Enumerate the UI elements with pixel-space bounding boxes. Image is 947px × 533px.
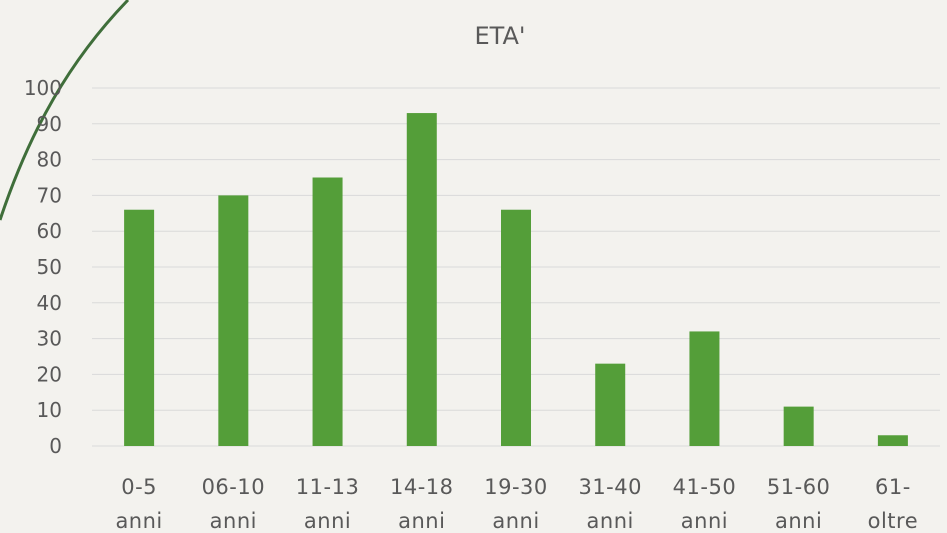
bar xyxy=(783,406,814,446)
bar xyxy=(501,209,531,446)
x-tick-label-line1: 11-13 xyxy=(296,475,360,499)
bar xyxy=(312,177,343,446)
x-tick-label-line1: 0-5 xyxy=(121,475,157,499)
x-tick-label-line1: 31-40 xyxy=(578,475,642,499)
x-tick-label: 51-60 anni xyxy=(767,475,831,533)
y-tick-label: 20 xyxy=(37,362,62,386)
x-tick-label: 31-40 anni xyxy=(578,475,642,533)
y-tick-label: 100 xyxy=(24,76,62,100)
x-tick-label-line1: 19-30 xyxy=(484,475,548,499)
x-tick-label-line2: anni xyxy=(304,509,351,533)
y-tick-label: 0 xyxy=(49,434,62,458)
y-tick-label: 90 xyxy=(37,112,62,136)
y-tick-label: 60 xyxy=(37,219,62,243)
x-tick-label-line2: anni xyxy=(398,509,445,533)
y-tick-label: 40 xyxy=(37,291,62,315)
x-tick-label: 41-50 anni xyxy=(673,475,737,533)
x-axis-labels: 0-5 anni 06-10 anni 11-13 anni 14-18 anni 19-30 a… xyxy=(115,475,919,533)
x-tick-label-line2: anni xyxy=(681,509,728,533)
bar xyxy=(124,209,155,446)
bar xyxy=(406,113,437,446)
x-tick-label-line1: 51-60 xyxy=(767,475,831,499)
x-tick-label-line2: anni xyxy=(210,509,257,533)
x-tick-label-line1: 41-50 xyxy=(673,475,737,499)
x-tick-label-line2: anni xyxy=(587,509,634,533)
bar xyxy=(689,331,720,446)
x-tick-label-line2: anni xyxy=(775,509,822,533)
bar xyxy=(218,195,249,446)
x-tick-label: 06-10 anni xyxy=(202,475,266,533)
bar xyxy=(595,363,626,446)
x-tick-label-line2: oltre xyxy=(868,509,919,533)
x-tick-label: 61- oltre xyxy=(868,475,919,533)
y-tick-label: 80 xyxy=(37,148,62,172)
x-tick-label-line1: 61- xyxy=(875,475,911,499)
x-tick-label: 0-5 anni xyxy=(115,475,162,533)
x-tick-label: 19-30 anni xyxy=(484,475,548,533)
x-tick-label-line2: anni xyxy=(115,509,162,533)
decorative-curve xyxy=(0,0,130,221)
x-tick-label-line2: anni xyxy=(492,509,539,533)
x-tick-label: 14-18 anni xyxy=(390,475,454,533)
bar xyxy=(877,435,908,446)
y-tick-label: 30 xyxy=(37,327,62,351)
x-tick-label-line1: 14-18 xyxy=(390,475,454,499)
chart-title: ETA' xyxy=(475,22,526,50)
y-tick-label: 70 xyxy=(37,183,62,207)
y-axis-ticks: 0 10 20 30 40 50 60 70 80 90 100 xyxy=(24,76,62,458)
y-tick-label: 10 xyxy=(37,398,62,422)
x-tick-label-line1: 06-10 xyxy=(202,475,266,499)
bars xyxy=(124,113,908,446)
y-tick-label: 50 xyxy=(37,255,62,279)
x-tick-label: 11-13 anni xyxy=(296,475,360,533)
